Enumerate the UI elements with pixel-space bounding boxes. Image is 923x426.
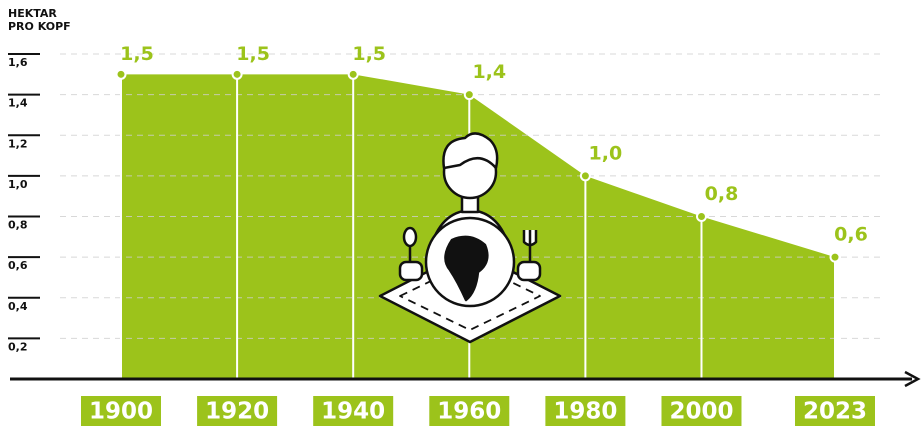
x-label-box (81, 396, 161, 426)
x-label-box (197, 396, 278, 426)
spoon (402, 226, 418, 248)
value-label: 0,6 (834, 224, 868, 246)
y-tick-label: 0,6 (8, 259, 28, 272)
illustration (378, 132, 562, 344)
point (347, 68, 359, 80)
y-tick-label: 0,8 (8, 219, 28, 232)
x-tick-label: 1920 (205, 399, 269, 425)
y-tick-label: 1,4 (8, 97, 28, 110)
point (579, 170, 591, 182)
y-axis-title: PRO KOPF (8, 20, 71, 33)
point (115, 68, 127, 80)
value-label: 1,5 (236, 43, 270, 65)
y-tick-label: 1,2 (8, 137, 28, 150)
hand-left (398, 260, 424, 282)
point (231, 68, 243, 80)
x-tick-label: 2023 (803, 399, 867, 425)
x-tick-label: 1960 (437, 399, 501, 425)
x-tick-label: 1900 (89, 399, 153, 425)
y-axis-title: HEKTAR (8, 7, 57, 20)
y-tick-label: 1,0 (8, 178, 28, 191)
continent (444, 235, 489, 302)
fork (522, 230, 538, 262)
point (829, 251, 841, 263)
x-label-box (429, 396, 510, 426)
y-tick-label: 0,2 (8, 340, 28, 353)
value-label: 1,5 (352, 43, 386, 65)
value-label: 0,8 (705, 183, 739, 205)
hair (442, 132, 499, 170)
y-tick-label: 1,6 (8, 56, 28, 69)
point (463, 89, 475, 101)
x-label-box (661, 396, 742, 426)
value-label: 1,0 (589, 142, 623, 164)
point (695, 211, 707, 222)
y-tick-label: 0,4 (8, 300, 28, 313)
x-tick-label: 2000 (669, 399, 733, 425)
x-axis-arrow (904, 370, 921, 388)
hand-right (516, 260, 542, 282)
blanket-pattern (399, 261, 541, 331)
x-tick-label: 1940 (321, 399, 385, 425)
value-label: 1,4 (472, 61, 506, 83)
x-tick-label: 1980 (553, 399, 617, 425)
x-label-box (545, 396, 626, 426)
x-label-box (795, 396, 875, 426)
value-label: 1,5 (120, 43, 154, 65)
x-label-box (313, 396, 394, 426)
